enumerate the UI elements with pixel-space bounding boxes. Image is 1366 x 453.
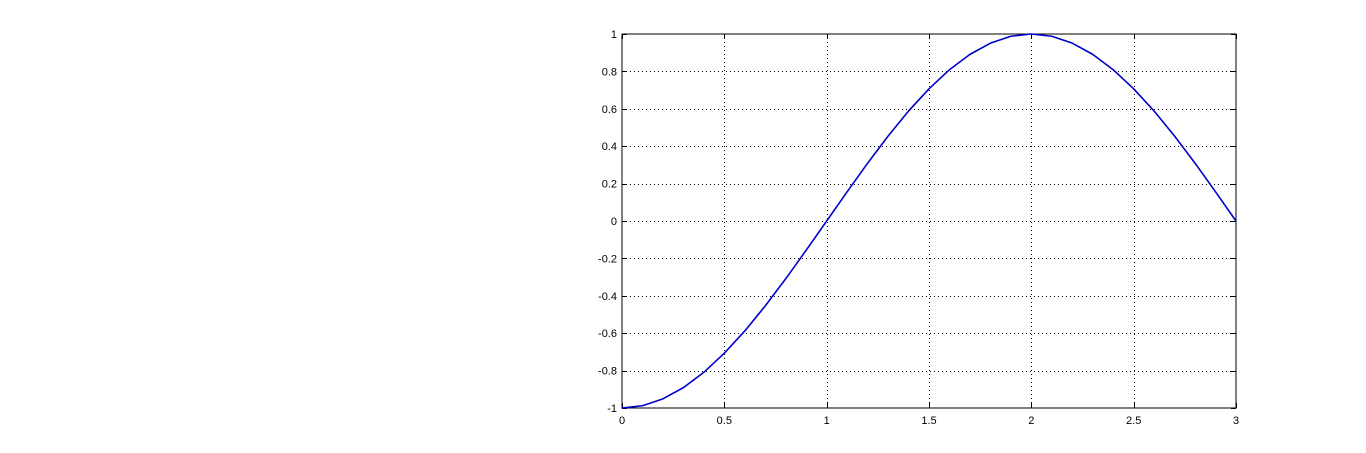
series-lines bbox=[621, 33, 1237, 409]
y-tick-label: 0.4 bbox=[602, 141, 617, 153]
plot-background bbox=[622, 34, 1236, 408]
x-tick-label: 2.5 bbox=[1126, 415, 1141, 427]
x-axis-tick-labels: 0 0.5 1 1.5 2 2.5 3 bbox=[619, 415, 1239, 427]
y-tick-label: -0.8 bbox=[598, 366, 617, 378]
y-tick-label: 0.2 bbox=[602, 179, 617, 191]
x-tick-label: 0 bbox=[619, 415, 625, 427]
y-tick-label: -0.4 bbox=[598, 291, 617, 303]
y-tick-label: 1 bbox=[611, 29, 617, 41]
y-tick-label: 0.6 bbox=[602, 104, 617, 116]
y-tick-label: -0.6 bbox=[598, 328, 617, 340]
y-tick-label: -1 bbox=[607, 403, 617, 415]
y-tick-label: 0 bbox=[611, 216, 617, 228]
x-tick-label: 1 bbox=[824, 415, 830, 427]
y-tick-label: -0.2 bbox=[598, 253, 617, 265]
x-tick-label: 0.5 bbox=[717, 415, 732, 427]
axis-ticks bbox=[622, 34, 1237, 409]
y-tick-label: 0.8 bbox=[602, 66, 617, 78]
y-axis-tick-labels: -1 -0.8 -0.6 -0.4 -0.2 0 0.2 0.4 0.6 0.8 1 bbox=[598, 29, 617, 415]
x-tick-label: 2 bbox=[1028, 415, 1034, 427]
x-tick-label: 3 bbox=[1233, 415, 1239, 427]
series-line bbox=[621, 33, 1237, 409]
x-tick-label: 1.5 bbox=[921, 415, 936, 427]
